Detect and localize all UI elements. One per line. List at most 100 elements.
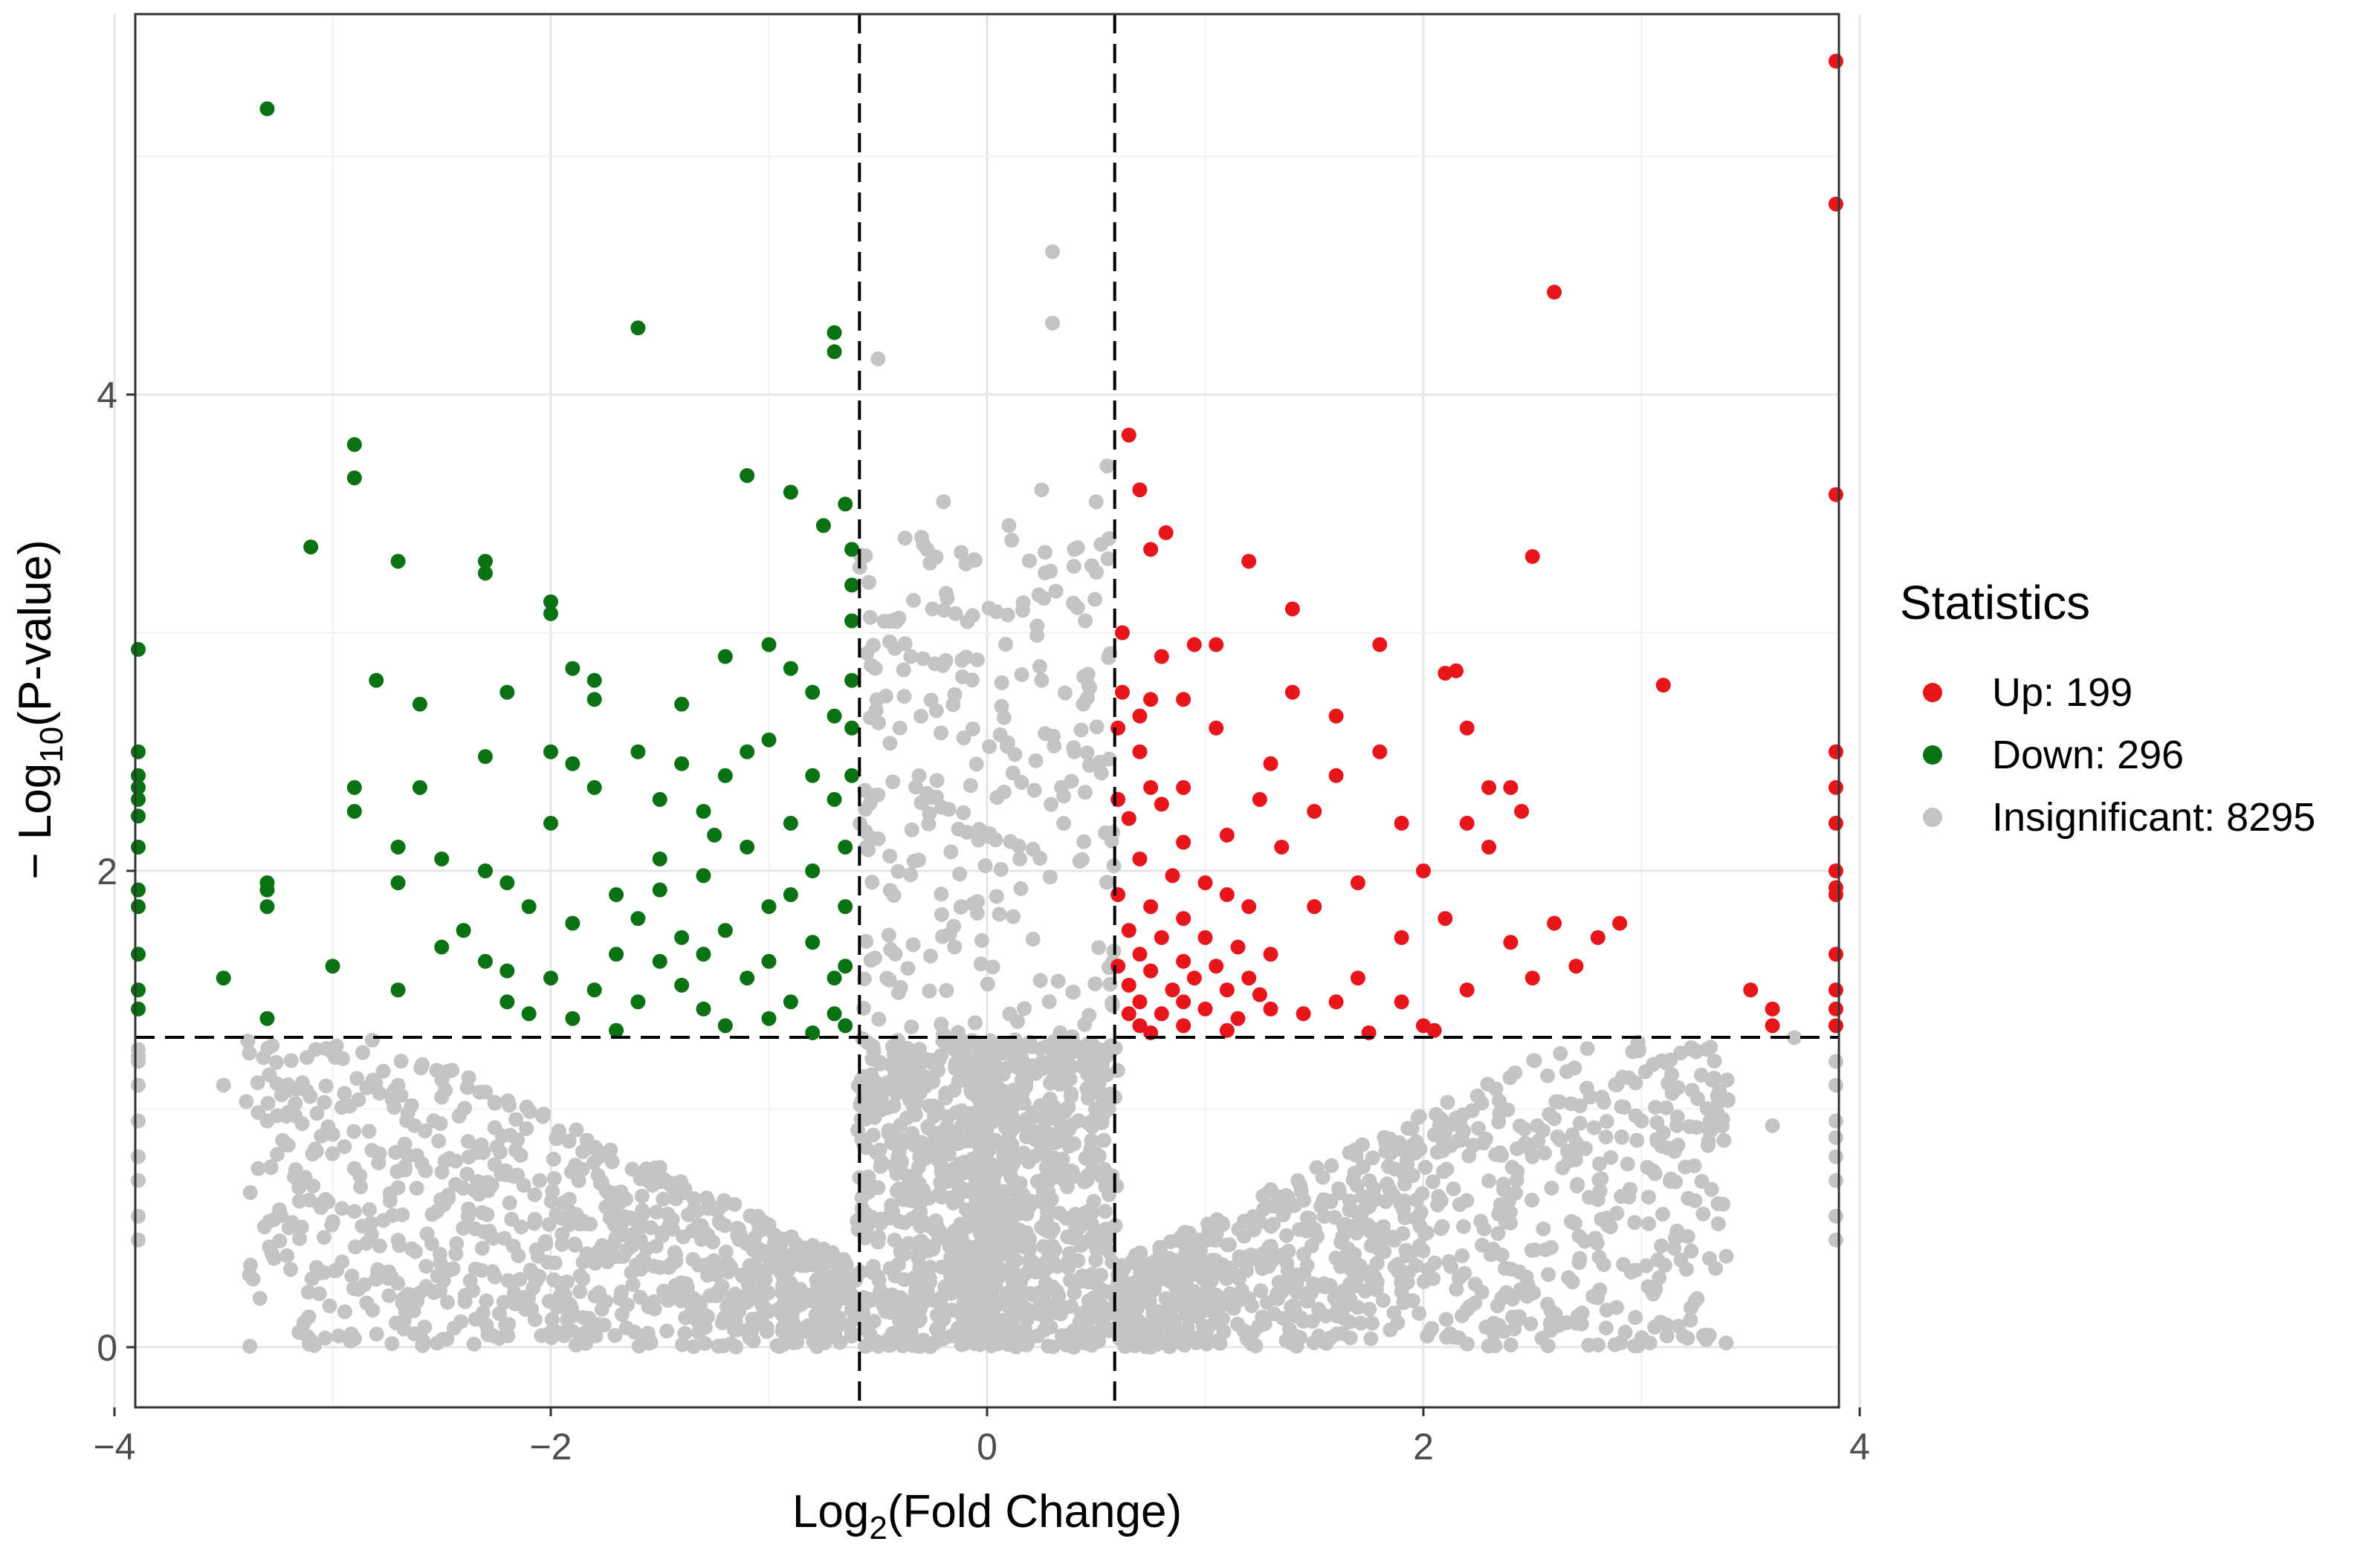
point-insignificant — [457, 1294, 473, 1309]
point-insignificant — [1707, 1070, 1722, 1086]
point-insignificant — [1251, 1318, 1267, 1334]
point-insignificant — [1309, 1160, 1325, 1176]
point-insignificant — [811, 1320, 827, 1335]
point-insignificant — [1101, 1187, 1116, 1202]
point-up — [1765, 1001, 1780, 1017]
point-insignificant — [1206, 1219, 1221, 1235]
point-insignificant — [1553, 1045, 1568, 1061]
point-insignificant — [886, 888, 902, 904]
point-insignificant — [317, 1330, 333, 1346]
point-up — [1132, 744, 1148, 759]
point-insignificant — [389, 1164, 405, 1179]
point-insignificant — [594, 1174, 609, 1190]
point-up — [1241, 899, 1257, 915]
point-insignificant — [300, 1284, 316, 1300]
point-insignificant — [554, 1236, 570, 1252]
point-down — [827, 1006, 842, 1022]
point-insignificant — [787, 1291, 803, 1307]
point-insignificant — [1441, 1254, 1457, 1269]
point-insignificant — [868, 702, 884, 718]
point-insignificant — [985, 959, 1000, 975]
point-insignificant — [603, 1142, 618, 1158]
point-insignificant — [1292, 1222, 1307, 1237]
point-insignificant — [1080, 667, 1096, 682]
point-insignificant — [1657, 1257, 1672, 1273]
point-insignificant — [263, 1160, 279, 1176]
point-down — [740, 467, 755, 483]
point-insignificant — [761, 1217, 777, 1233]
x-tick-label: 2 — [1413, 1426, 1434, 1468]
point-insignificant — [288, 1095, 303, 1111]
point-insignificant — [1096, 1132, 1112, 1148]
x-tick-label: −4 — [93, 1426, 135, 1468]
point-insignificant — [1058, 1337, 1074, 1352]
point-insignificant — [759, 1262, 775, 1277]
point-insignificant — [659, 1323, 675, 1339]
point-insignificant — [1280, 1263, 1296, 1279]
point-insignificant — [998, 1120, 1014, 1135]
point-down — [543, 815, 558, 831]
point-insignificant — [1383, 1322, 1398, 1338]
point-up — [1143, 899, 1159, 915]
point-insignificant — [1026, 1262, 1042, 1277]
point-up — [1241, 554, 1257, 569]
point-insignificant — [1000, 1043, 1015, 1058]
point-insignificant — [625, 1277, 641, 1292]
point-insignificant — [903, 649, 919, 664]
point-insignificant — [325, 1146, 340, 1161]
point-down — [346, 437, 362, 453]
point-insignificant — [864, 1265, 880, 1280]
point-insignificant — [858, 1321, 873, 1337]
point-insignificant — [446, 1320, 462, 1336]
point-insignificant — [1481, 1338, 1496, 1354]
point-insignificant — [1020, 1202, 1035, 1217]
point-insignificant — [865, 1127, 881, 1143]
point-insignificant — [496, 1294, 511, 1310]
point-insignificant — [1048, 1057, 1064, 1072]
point-insignificant — [1519, 1269, 1534, 1285]
point-insignificant — [1567, 1149, 1582, 1164]
point-insignificant — [1042, 869, 1058, 885]
point-insignificant — [1620, 1156, 1635, 1172]
point-insignificant — [272, 1202, 288, 1218]
point-up — [1524, 970, 1540, 986]
point-insignificant — [1572, 1115, 1588, 1131]
point-insignificant — [1399, 1248, 1414, 1263]
point-insignificant — [1400, 1157, 1415, 1173]
point-insignificant — [1317, 1279, 1333, 1294]
point-up — [1284, 601, 1300, 617]
point-insignificant — [1106, 858, 1122, 874]
point-down — [586, 672, 602, 688]
point-insignificant — [433, 1116, 448, 1132]
point-up — [1219, 982, 1235, 998]
point-insignificant — [1246, 1251, 1262, 1267]
point-down — [805, 935, 821, 950]
point-insignificant — [1450, 1133, 1466, 1149]
point-insignificant — [971, 832, 986, 848]
point-insignificant — [966, 1263, 982, 1279]
point-insignificant — [519, 1121, 534, 1136]
point-insignificant — [1028, 753, 1044, 768]
point-up — [1219, 827, 1235, 843]
point-insignificant — [309, 1106, 325, 1121]
point-insignificant — [929, 773, 945, 788]
point-insignificant — [1659, 1056, 1675, 1071]
point-insignificant — [1045, 1239, 1061, 1254]
point-insignificant — [262, 1213, 277, 1229]
point-insignificant — [318, 1041, 334, 1057]
point-up — [1828, 863, 1843, 878]
point-insignificant — [1342, 1145, 1357, 1161]
point-insignificant — [397, 1136, 413, 1152]
point-insignificant — [685, 1251, 701, 1267]
point-insignificant — [992, 907, 1007, 922]
point-insignificant — [445, 1261, 461, 1277]
point-insignificant — [1540, 1068, 1556, 1083]
legend-label: Up: 199 — [1992, 670, 2132, 715]
point-insignificant — [535, 1109, 551, 1124]
point-insignificant — [994, 698, 1009, 714]
point-up — [1828, 744, 1843, 759]
point-insignificant — [862, 609, 878, 625]
point-insignificant — [1438, 1312, 1454, 1327]
point-insignificant — [915, 651, 931, 667]
point-up — [1828, 54, 1843, 69]
